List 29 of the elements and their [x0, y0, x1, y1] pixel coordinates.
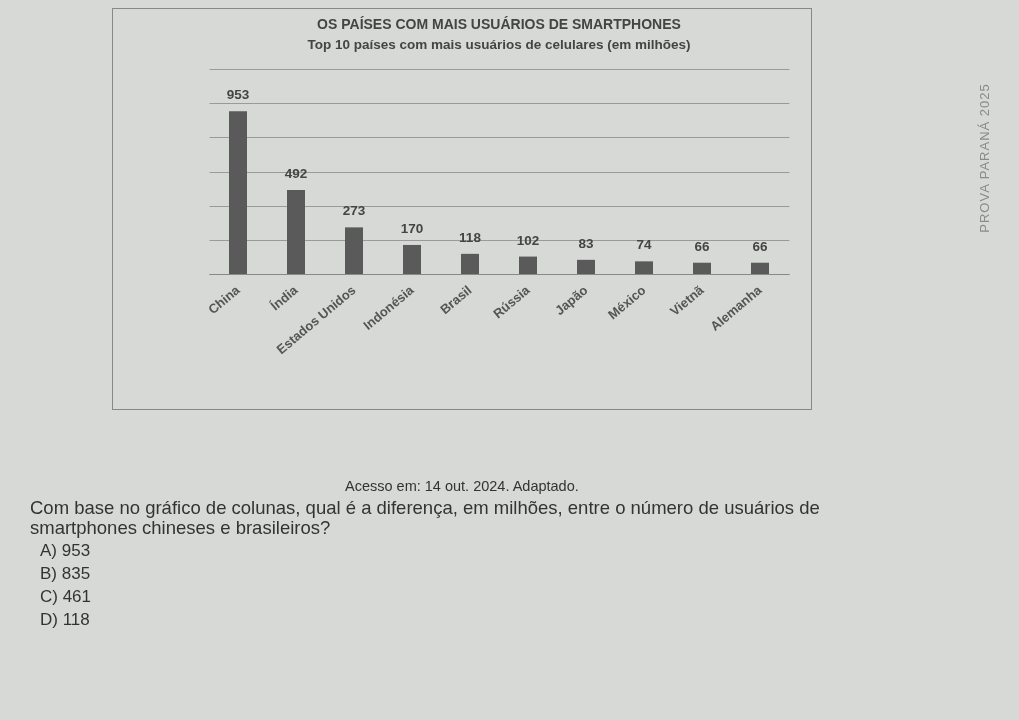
text: Com base no gráfico de colunas, qual é a diferença, em milhões, entre o número de usuários de smartphones chineses e brasileiros?	[30, 497, 821, 539]
bar	[751, 262, 769, 274]
bar	[229, 111, 247, 274]
data-label: 492	[284, 165, 308, 181]
bar	[403, 244, 421, 274]
bar	[693, 262, 711, 274]
bar	[287, 189, 305, 274]
data-label: 83	[578, 235, 594, 251]
text: C) 461	[40, 587, 92, 607]
data-label: 273	[342, 203, 366, 219]
text: B) 835	[40, 564, 91, 584]
bar	[345, 227, 363, 274]
bar	[577, 259, 595, 274]
data-label: 953	[226, 87, 250, 103]
data-label: 102	[516, 232, 540, 248]
data-label: 66	[694, 238, 710, 254]
data-label: 118	[459, 229, 482, 245]
data-label: 74	[636, 237, 652, 253]
text: A) 953	[40, 541, 91, 561]
chart-subtitle: Top 10 países com mais usuários de celulares (em milhões)	[307, 36, 691, 52]
data-label: 66	[752, 238, 768, 254]
text: D) 118	[40, 610, 90, 630]
bar	[635, 261, 653, 274]
bar	[519, 256, 537, 274]
data-label: 170	[400, 220, 424, 236]
chart-title: OS PAÍSES COM MAIS USUÁRIOS DE SMARTPHONES	[317, 15, 681, 32]
text: PROVA PARANÁ 2025	[976, 83, 992, 233]
text: Acesso em: 14 out. 2024. Adaptado.	[345, 478, 579, 494]
bar	[461, 253, 479, 274]
